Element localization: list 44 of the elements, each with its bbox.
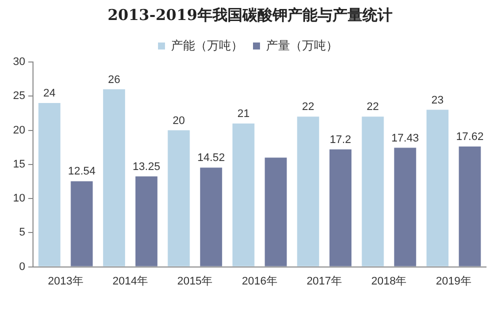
- data-label: 13.25: [132, 160, 160, 173]
- x-tick-label: 2018年: [371, 275, 407, 288]
- data-label: 26: [108, 74, 120, 86]
- data-label: 14.52: [197, 152, 225, 164]
- chart-title: 2013-2019年我国碳酸钾产能与产量统计: [106, 6, 394, 25]
- bar: [329, 149, 352, 266]
- y-tick-label: 0: [19, 260, 26, 273]
- bar: [168, 130, 190, 266]
- x-tick-label: 2015年: [177, 275, 213, 288]
- x-tick-label: 2016年: [242, 275, 278, 288]
- y-tick-label: 10: [12, 192, 26, 205]
- data-label: 17.62: [456, 131, 484, 144]
- data-label: 17.2: [330, 134, 352, 146]
- y-tick-label: 5: [19, 226, 26, 239]
- data-label: 23: [431, 94, 444, 106]
- bar: [394, 148, 416, 266]
- x-tick-label: 2014年: [112, 275, 148, 288]
- bar: [362, 116, 384, 266]
- bar: [297, 116, 320, 266]
- x-tick-label: 2013年: [48, 275, 84, 288]
- bar: [458, 146, 481, 266]
- bar: [426, 110, 448, 266]
- bar: [232, 123, 254, 266]
- data-label: 24: [43, 87, 56, 100]
- bar: [38, 102, 60, 266]
- data-label: 20: [172, 114, 185, 127]
- y-tick-label: 20: [12, 124, 26, 136]
- data-label: 21: [237, 108, 250, 120]
- bar: [135, 176, 158, 266]
- y-tick-label: 25: [12, 90, 26, 102]
- bar: [103, 89, 126, 266]
- y-tick-label: 15: [12, 158, 26, 170]
- data-label: 22: [366, 101, 379, 114]
- bar: [70, 181, 93, 266]
- bar: [200, 168, 222, 266]
- bar: [264, 158, 287, 266]
- x-tick-label: 2019年: [436, 275, 472, 288]
- data-label: 22: [302, 101, 314, 114]
- legend-label: 产量（万吨）: [266, 38, 338, 52]
- x-tick-label: 2017年: [306, 275, 342, 288]
- legend-label: 产能（万吨）: [171, 38, 243, 52]
- y-tick-label: 30: [12, 56, 26, 68]
- data-label: 17.43: [391, 132, 419, 144]
- data-label: 12.54: [68, 166, 96, 178]
